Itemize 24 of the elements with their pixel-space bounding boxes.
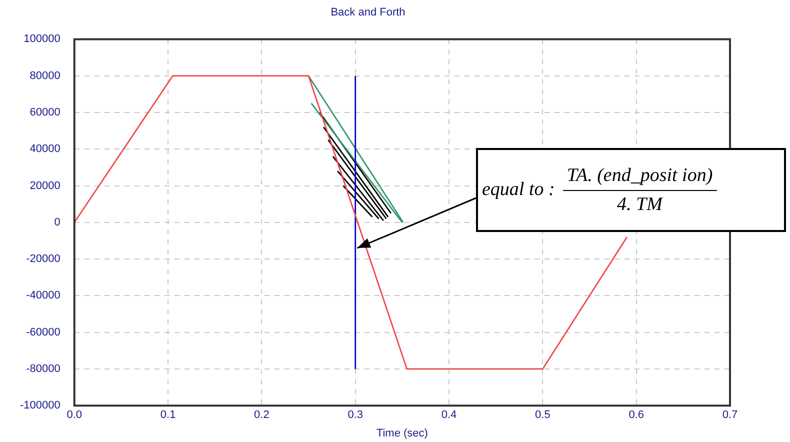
- x-tick-label: 0.5: [535, 409, 550, 422]
- y-tick-label: -100000: [20, 400, 60, 412]
- x-tick-label: 0.7: [722, 409, 738, 422]
- x-tick-label: 0.0: [66, 409, 82, 422]
- x-tick-label: 0.2: [254, 409, 270, 422]
- annotation: equal to :: [482, 179, 555, 201]
- y-tick-label: -40000: [26, 290, 60, 302]
- y-tick-label: -20000: [26, 253, 60, 266]
- x-tick-label: 0.1: [160, 409, 176, 422]
- y-tick-label: 80000: [30, 70, 60, 82]
- y-tick-label: 20000: [30, 180, 60, 192]
- chart-title: Back and Forth: [330, 6, 406, 19]
- y-tick-label: -60000: [26, 326, 60, 338]
- y-tick-label: 0: [54, 216, 60, 228]
- y-tick-label: -80000: [26, 362, 60, 375]
- annotation: 4. TM: [617, 192, 662, 216]
- y-tick-label: 40000: [30, 143, 60, 156]
- x-tick-label: 0.6: [628, 409, 644, 422]
- x-axis-title: Time (sec): [376, 427, 428, 440]
- y-tick-label: 100000: [24, 33, 60, 46]
- x-tick-label: 0.3: [348, 409, 363, 422]
- x-tick-label: 0.4: [441, 409, 457, 422]
- annotation: TA. (end_posit ion): [562, 164, 717, 190]
- y-tick-label: 60000: [30, 106, 60, 119]
